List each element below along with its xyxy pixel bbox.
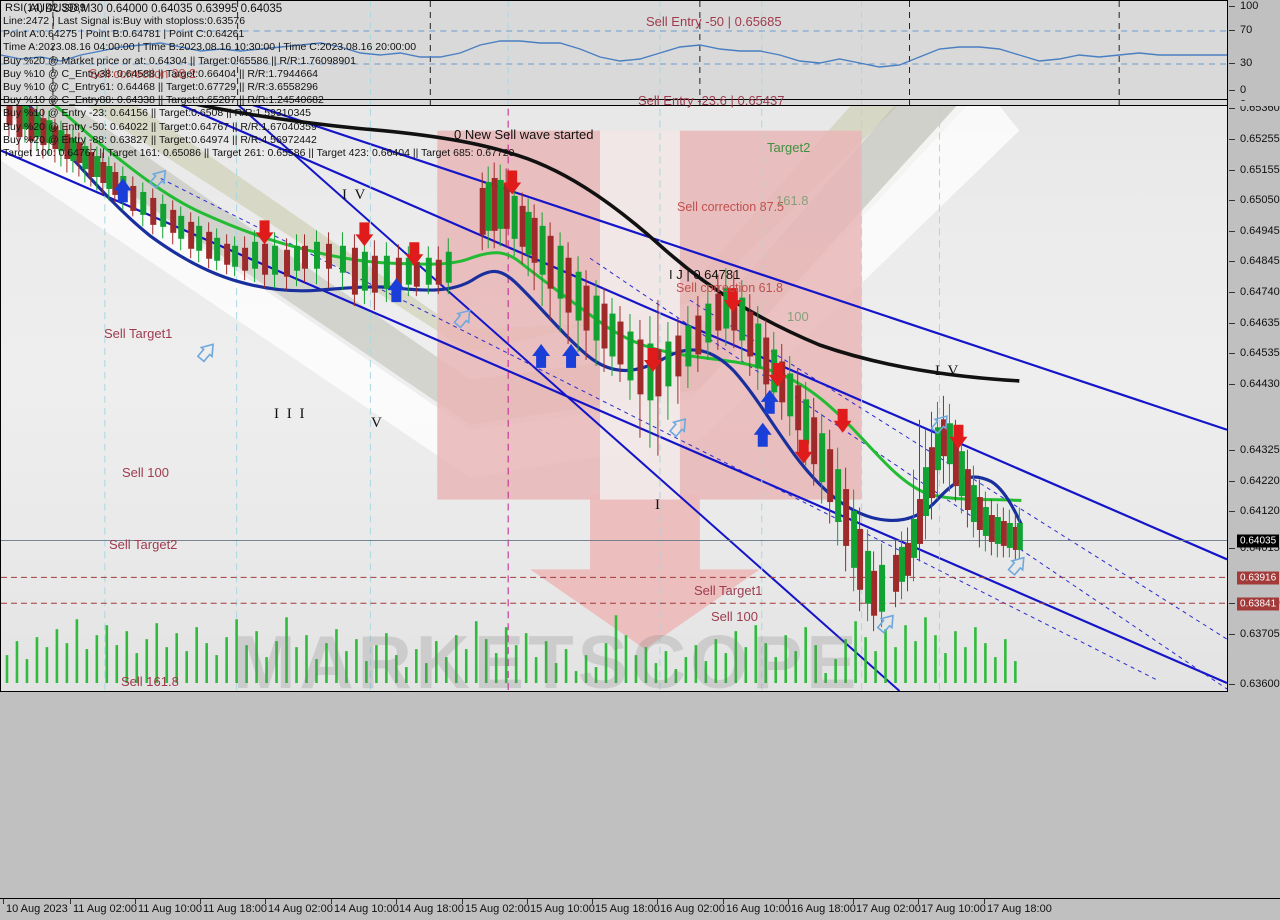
volume-bars — [5, 615, 1017, 684]
time-tick — [462, 899, 463, 904]
price-tick — [1229, 261, 1235, 262]
price-tick — [1229, 481, 1235, 482]
price-tick — [1229, 511, 1235, 512]
rsi-axis-tick — [1229, 30, 1235, 31]
price-tick — [1229, 139, 1235, 140]
price-tick — [1229, 634, 1235, 635]
price-axis-label: 0.63705 — [1240, 628, 1280, 640]
price-axis-label: 0.64740 — [1240, 286, 1280, 298]
price-tick — [1229, 384, 1235, 385]
price-tick — [1229, 323, 1235, 324]
rsi-axis-tick — [1229, 6, 1235, 7]
candlestick-series — [6, 74, 1023, 632]
time-tick — [200, 899, 201, 904]
time-tick — [592, 899, 593, 904]
price-axis-label: 0.65255 — [1240, 133, 1280, 145]
time-axis[interactable]: 10 Aug 2023 11 Aug 02:00 11 Aug 10:00 11 Au… — [0, 898, 1280, 920]
ma-medium-line — [1, 59, 1022, 503]
time-axis-label: 14 Aug 02:00 — [268, 903, 333, 915]
rsi-axis-label: 70 — [1240, 24, 1253, 36]
price-axis-label: 0.65050 — [1240, 194, 1280, 206]
rsi-axis[interactable]: 100 70 30 0 — [1228, 0, 1280, 100]
time-tick — [657, 899, 658, 904]
hollow-arrows — [148, 169, 1025, 634]
time-axis-label: 17 Aug 02:00 — [856, 903, 921, 915]
rsi-axis-label: 30 — [1240, 57, 1253, 69]
time-axis-label: 14 Aug 18:00 — [399, 903, 464, 915]
time-axis-label: 16 Aug 18:00 — [791, 903, 856, 915]
time-axis-label: 17 Aug 10:00 — [921, 903, 986, 915]
price-axis-label: 0.64945 — [1240, 225, 1280, 237]
time-axis-label: 15 Aug 10:00 — [530, 903, 595, 915]
price-tick — [1229, 548, 1235, 549]
time-axis-label: 17 Aug 18:00 — [987, 903, 1052, 915]
price-axis-label: 0.64535 — [1240, 347, 1280, 359]
time-tick — [984, 899, 985, 904]
price-axis-label: 0.64635 — [1240, 317, 1280, 329]
time-tick — [918, 899, 919, 904]
price-tick — [1229, 200, 1235, 201]
time-axis-label: 15 Aug 18:00 — [595, 903, 660, 915]
time-tick — [853, 899, 854, 904]
rsi-axis-tick — [1229, 90, 1235, 91]
time-axis-label: 11 Aug 02:00 — [73, 903, 138, 915]
price-tick — [1229, 353, 1235, 354]
price-tick — [1229, 603, 1235, 604]
rsi-svg — [1, 1, 1227, 99]
rsi-axis-label: 100 — [1240, 0, 1259, 12]
alert-level-label-0: 0.63916 — [1237, 571, 1280, 585]
price-tick — [1229, 108, 1235, 109]
ma-fast-line — [1, 69, 1023, 526]
time-axis-label: 10 Aug 2023 — [6, 903, 68, 915]
sell-signal-arrows — [255, 170, 968, 464]
buy-signal-arrows — [113, 178, 779, 447]
time-tick — [135, 899, 136, 904]
time-axis-label: 11 Aug 10:00 — [138, 903, 203, 915]
rsi-label: RSI(14) 42.3989 — [5, 2, 86, 14]
price-axis-label: 0.64325 — [1240, 444, 1280, 456]
current-price-label: 0.64035 — [1237, 534, 1280, 548]
price-axis-label: 0.63600 — [1240, 678, 1280, 690]
time-tick — [396, 899, 397, 904]
price-tick — [1229, 170, 1235, 171]
rsi-line — [1, 40, 1227, 68]
rsi-axis-tick — [1229, 63, 1235, 64]
time-tick — [331, 899, 332, 904]
price-tick — [1229, 231, 1235, 232]
time-axis-label: 16 Aug 10:00 — [726, 903, 791, 915]
price-axis-label: 0.64220 — [1240, 475, 1280, 487]
time-tick — [3, 899, 4, 904]
price-axis-label: 0.64845 — [1240, 255, 1280, 267]
time-tick — [527, 899, 528, 904]
price-axis-label: 0.64430 — [1240, 378, 1280, 390]
time-axis-label: 16 Aug 02:00 — [660, 903, 725, 915]
watermark-logo: MARKETSCOPE — [233, 620, 861, 692]
time-tick — [723, 899, 724, 904]
price-tick — [1229, 292, 1235, 293]
time-axis-label: 15 Aug 02:00 — [465, 903, 530, 915]
price-chart-pane[interactable]: MARKETSCOPE — [0, 0, 1228, 692]
price-axis[interactable]: 0.656700.655650.654650.653600.652550.651… — [1228, 0, 1280, 692]
time-axis-label: 14 Aug 10:00 — [334, 903, 399, 915]
time-tick — [265, 899, 266, 904]
rsi-axis-label: 0 — [1240, 84, 1247, 96]
price-tick — [1229, 684, 1235, 685]
rsi-pane[interactable]: RSI(14) 42.3989 — [0, 0, 1228, 100]
price-axis-label: 0.65155 — [1240, 164, 1280, 176]
price-axis-label: 0.64120 — [1240, 505, 1280, 517]
alert-level-label-1: 0.63841 — [1237, 597, 1280, 611]
price-chart-svg — [1, 1, 1227, 691]
time-tick — [70, 899, 71, 904]
price-tick — [1229, 450, 1235, 451]
time-axis-label: 11 Aug 18:00 — [203, 903, 268, 915]
time-tick — [788, 899, 789, 904]
